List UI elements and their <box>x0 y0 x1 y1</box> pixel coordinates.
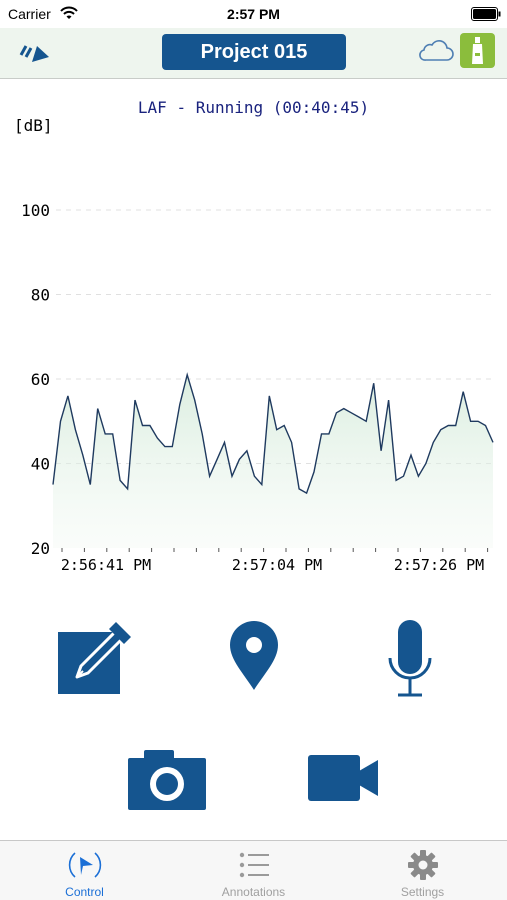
annotation-note-button[interactable] <box>55 618 135 698</box>
tab-label-settings: Settings <box>400 885 445 899</box>
y-tick-label: 20 <box>31 539 50 558</box>
chart-title: LAF - Running (00:40:45) <box>137 98 370 117</box>
video-button[interactable] <box>304 752 380 804</box>
series-area <box>53 374 493 548</box>
sound-meter-glyph <box>472 37 483 64</box>
project-title-button[interactable]: Project 015 <box>162 34 346 70</box>
sound-meter-icon[interactable] <box>460 33 495 68</box>
nav-bar: Project 015 <box>0 28 507 79</box>
battery-icon <box>471 7 501 21</box>
y-tick-label: 60 <box>31 370 50 389</box>
x-tick-label: 2:57:04 PM <box>232 556 322 574</box>
y-axis-label: [dB] <box>14 116 53 135</box>
tab-annotations[interactable]: Annotations <box>169 841 338 900</box>
tab-label-annotations: Annotations <box>221 885 286 899</box>
wifi-icon <box>60 6 78 19</box>
level-chart[interactable]: [dB] 20 40 60 80 100 2:56:41 PM 2:57:04 PM 2:5… <box>0 80 507 580</box>
location-button[interactable] <box>224 620 284 692</box>
camera-button[interactable] <box>126 748 208 812</box>
location-pin-icon <box>230 621 278 690</box>
video-camera-icon <box>308 755 378 801</box>
cloud-icon[interactable] <box>418 39 454 63</box>
status-bar: Carrier 2:57 PM <box>0 0 507 28</box>
y-tick-label: 80 <box>31 286 50 305</box>
y-tick-label: 40 <box>31 455 50 474</box>
logo-icon[interactable] <box>18 40 52 66</box>
status-time: 2:57 PM <box>227 6 280 22</box>
microphone-icon <box>388 620 432 697</box>
camera-icon <box>128 750 206 810</box>
tab-label-control: Control <box>65 885 104 899</box>
tab-control[interactable]: Control <box>0 841 169 900</box>
tab-settings[interactable]: Settings <box>338 841 507 900</box>
gear-icon <box>408 850 438 880</box>
x-tick-label: 2:56:41 PM <box>61 556 151 574</box>
carrier-label: Carrier <box>8 6 51 22</box>
list-icon <box>239 852 269 878</box>
control-icon <box>68 852 102 878</box>
x-tick-label: 2:57:26 PM <box>394 556 484 574</box>
y-tick-label: 100 <box>21 201 50 220</box>
microphone-button[interactable] <box>386 618 434 698</box>
series-line <box>52 372 494 495</box>
annotation-icon <box>58 622 131 694</box>
tab-bar: Control Annotations Settings <box>0 840 507 900</box>
